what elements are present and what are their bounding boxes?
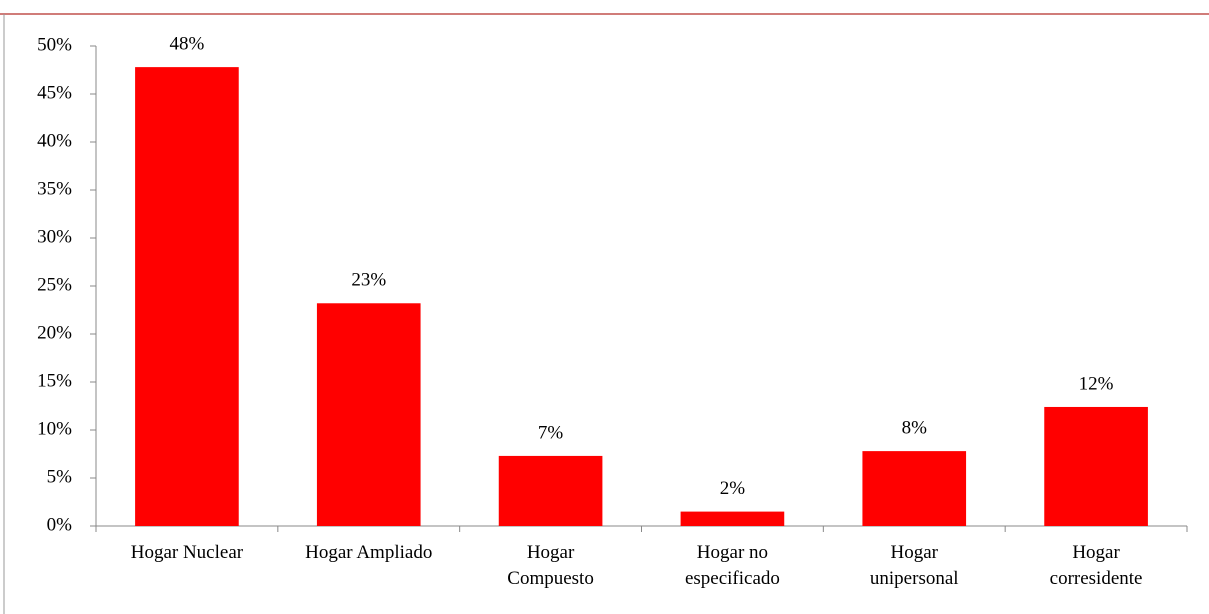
x-tick-label: Hogar no especificado — [684, 542, 780, 589]
y-tick-label: 45% — [37, 82, 72, 103]
y-tick-label: 35% — [37, 178, 72, 199]
y-tick-label: 20% — [37, 322, 72, 343]
value-label: 8% — [902, 417, 928, 438]
bar — [680, 511, 785, 526]
value-label: 7% — [538, 422, 564, 443]
y-tick-label: 15% — [37, 370, 72, 391]
x-tick-label: Hogar Nuclear — [130, 542, 244, 563]
y-tick-label: 50% — [37, 34, 72, 55]
x-tick-label: Hogar corresidente — [1049, 542, 1143, 589]
bar — [316, 303, 421, 526]
y-tick-label: 40% — [37, 130, 72, 151]
x-tick-label: Hogar Ampliado — [305, 542, 433, 563]
y-tick-label: 10% — [37, 418, 72, 439]
y-tick-label: 0% — [47, 514, 73, 535]
bar — [862, 451, 967, 526]
bar — [498, 455, 603, 526]
y-tick-label: 5% — [47, 466, 73, 487]
y-tick-label: 25% — [37, 274, 72, 295]
bar — [1044, 406, 1148, 526]
x-tick-label: Hogar Compuesto — [507, 542, 594, 589]
value-label: 12% — [1079, 373, 1114, 394]
x-tick-label: Hogar unipersonal — [869, 542, 959, 589]
bar — [135, 67, 239, 527]
y-tick-label: 30% — [37, 226, 72, 247]
value-label: 2% — [720, 478, 746, 499]
value-label: 48% — [170, 33, 205, 54]
value-label: 23% — [351, 270, 386, 291]
